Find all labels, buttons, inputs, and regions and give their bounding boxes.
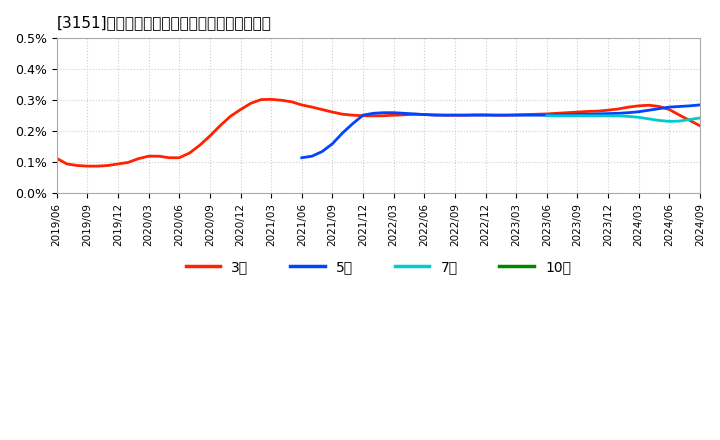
3年 <box>144 154 153 159</box>
Line: 3年: 3年 <box>57 99 700 166</box>
Line: 7年: 7年 <box>546 116 700 121</box>
5年 <box>369 111 377 116</box>
5年 <box>696 102 704 107</box>
3年 <box>492 113 500 118</box>
5年 <box>410 111 418 117</box>
5年 <box>461 113 469 118</box>
3年 <box>338 112 347 117</box>
5年 <box>471 113 480 118</box>
3年 <box>696 123 704 128</box>
3年 <box>83 164 91 169</box>
Text: [3151]　当期純利益マージンの標準偏差の推移: [3151] 当期純利益マージンの標準偏差の推移 <box>57 15 271 30</box>
5年 <box>318 149 327 154</box>
3年 <box>53 156 61 161</box>
3年 <box>481 112 490 117</box>
Legend: 3年, 5年, 7年, 10年: 3年, 5年, 7年, 10年 <box>180 255 577 280</box>
7年 <box>696 115 704 121</box>
3年 <box>267 97 276 102</box>
Line: 5年: 5年 <box>302 105 700 158</box>
3年 <box>431 112 439 117</box>
3年 <box>390 113 398 118</box>
